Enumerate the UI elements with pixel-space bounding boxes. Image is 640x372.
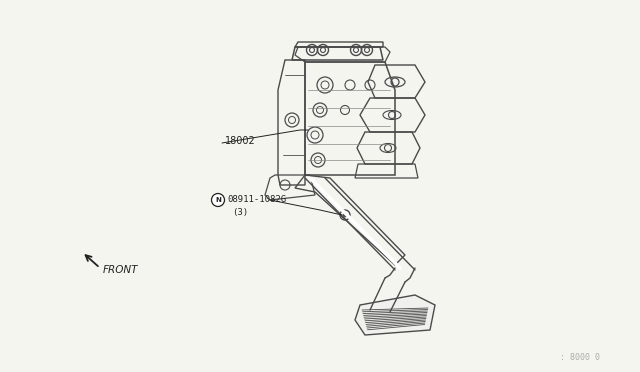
Text: 08911-1082G: 08911-1082G — [227, 195, 286, 203]
Text: (3): (3) — [232, 208, 248, 218]
Polygon shape — [355, 295, 435, 335]
Text: 18002: 18002 — [225, 136, 256, 146]
Text: N: N — [215, 197, 221, 203]
Circle shape — [211, 193, 225, 206]
Circle shape — [343, 213, 347, 217]
Text: FRONT: FRONT — [103, 265, 138, 275]
Text: : 8000 0: : 8000 0 — [560, 353, 600, 362]
